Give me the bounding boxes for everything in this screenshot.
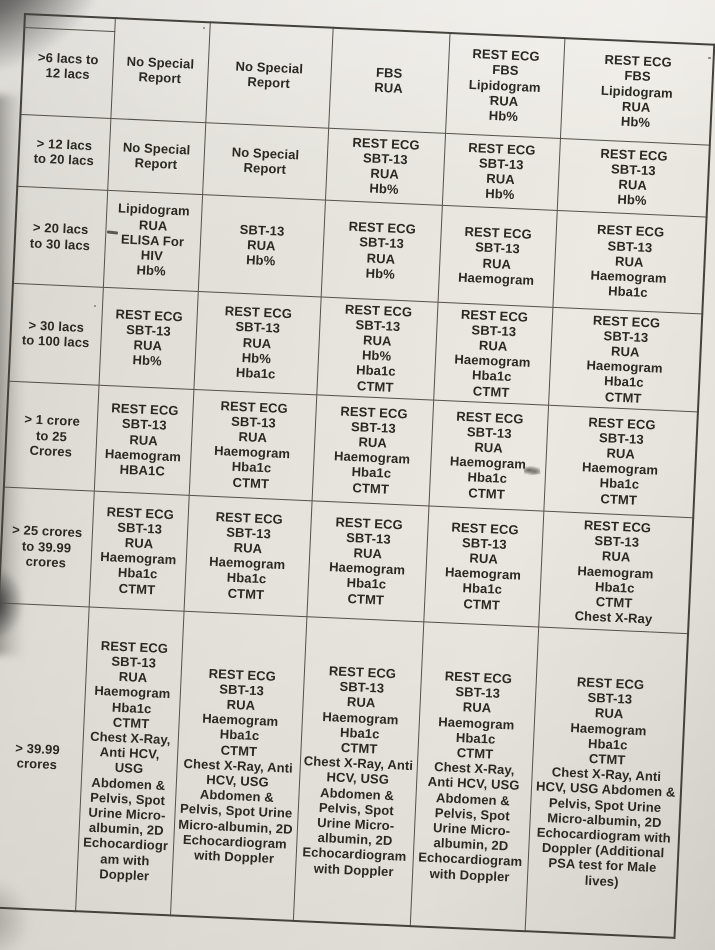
- amount-range-cell: >6 lacs to 12 lacs: [20, 14, 115, 118]
- tests-cell: REST ECG SBT-13 RUA Haemogram Hba1c CTMT: [543, 404, 698, 518]
- tests-cell: REST ECG SBT-13 RUA Hb% Hba1c: [193, 291, 321, 395]
- medical-tests-table: >6 lacs to 12 lacs No Special Report No …: [0, 13, 715, 940]
- left-edge-ink-blob: [0, 568, 22, 638]
- tests-cell: REST ECG SBT-13 RUA Haemogram Hba1c CTMT…: [292, 616, 424, 927]
- tests-cell: REST ECG SBT-13 RUA Hb%: [556, 137, 710, 217]
- tests-cell: FBS RUA: [328, 27, 450, 133]
- medical-tests-table-wrap: >6 lacs to 12 lacs No Special Report No …: [0, 13, 715, 940]
- amount-range-cell: > 39.99 crores: [0, 602, 89, 912]
- tests-cell: REST ECG SBT-13 RUA Haemogram Hba1c CTMT…: [169, 610, 307, 922]
- tests-cell: REST ECG SBT-13 RUA Haemogram Hba1c CTMT: [183, 495, 312, 617]
- tests-cell: REST ECG SBT-13 RUA Haemogram Hba1c CTMT: [433, 301, 553, 405]
- tests-cell: REST ECG SBT-13 RUA Hb%: [98, 286, 198, 390]
- tests-cell: REST ECG SBT-13 RUA Haemogram Hba1c CTMT…: [538, 510, 694, 634]
- tests-cell: No Special Report: [205, 22, 333, 128]
- tests-cell: REST ECG SBT-13 RUA Haemogram Hba1c CTMT: [306, 500, 429, 622]
- amount-range-cell: > 12 lacs to 20 lacs: [17, 113, 111, 190]
- tests-cell: REST ECG SBT-13 RUA Hb%: [324, 127, 446, 205]
- bottom-left-shade: [0, 880, 28, 950]
- amount-range-cell: > 20 lacs to 30 lacs: [12, 185, 108, 287]
- tests-cell: REST ECG SBT-13 RUA Haemogram Hba1c CTMT: [188, 389, 317, 501]
- left-edge-shadow: [0, 95, 24, 655]
- tests-cell: REST ECG SBT-13 RUA Hb%: [320, 199, 442, 302]
- table-row: > 39.99 crores REST ECG SBT-13 RUA Haemo…: [0, 602, 689, 939]
- tests-cell: REST ECG SBT-13 RUA Haemogram HBA1C: [93, 384, 194, 496]
- tests-cell: REST ECG SBT-13 RUA Hb% Hba1c CTMT: [316, 296, 438, 400]
- tests-cell: REST ECG SBT-13 RUA Haemogram Hba1c CTMT: [428, 399, 549, 511]
- tests-cell: REST ECG SBT-13 RUA Haemogram Hba1c: [552, 209, 707, 314]
- tests-cell: REST ECG SBT-13 RUA Haemogram Hba1c CTMT: [423, 505, 544, 627]
- tests-cell: SBT-13 RUA Hb%: [197, 194, 325, 297]
- tests-cell: REST ECG SBT-13 RUA Haemogram Hba1c CTMT: [548, 306, 703, 412]
- amount-range-cell: > 25 crores to 39.99 crores: [0, 486, 94, 607]
- tests-cell: Lipidogram RUA ELISA For HIV Hb%: [102, 189, 203, 292]
- tests-cell: REST ECG SBT-13 RUA Haemogram: [437, 204, 557, 307]
- tests-cell: No Special Report: [202, 122, 329, 200]
- tests-cell: REST ECG SBT-13 RUA Haemogram Hba1c CTMT: [88, 490, 189, 611]
- tests-cell: REST ECG SBT-13 RUA Haemogram Hba1c CTMT…: [75, 606, 184, 916]
- amount-range-cell: > 1 crore to 25 Crores: [3, 380, 99, 491]
- tests-cell: REST ECG SBT-13 RUA Haemogram Hba1c CTMT…: [409, 621, 539, 932]
- tests-cell: No Special Report: [107, 117, 206, 195]
- tests-cell: REST ECG SBT-13 RUA Haemogram Hba1c CTMT: [311, 394, 434, 506]
- tests-cell: REST ECG SBT-13 RUA Haemogram Hba1c CTMT…: [524, 626, 689, 939]
- tests-cell: No Special Report: [110, 18, 210, 123]
- amount-range-cell: > 30 lacs to 100 lacs: [8, 282, 103, 385]
- tests-cell: REST ECG SBT-13 RUA Hb%: [441, 132, 560, 210]
- tests-cell: REST ECG FBS Lipidogram RUA Hb%: [445, 32, 565, 138]
- tests-cell: REST ECG FBS Lipidogram RUA Hb%: [559, 38, 715, 145]
